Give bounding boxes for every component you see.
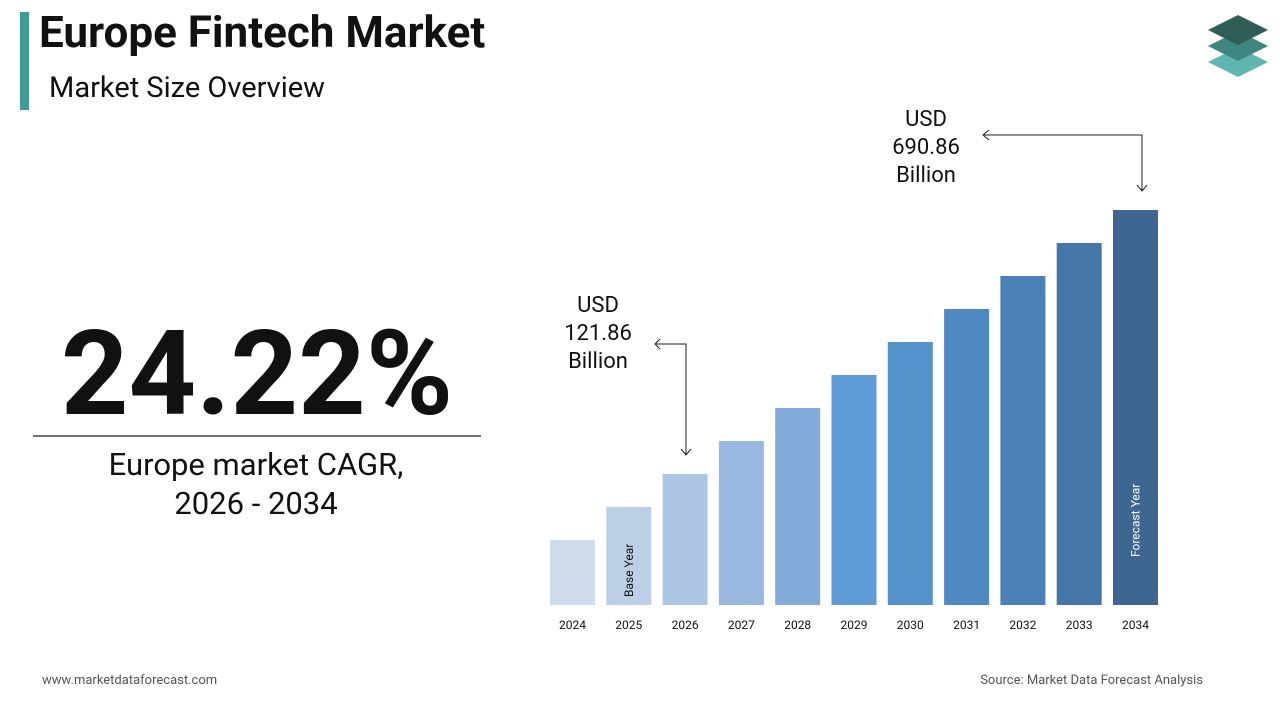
- annotation: USD: [905, 107, 947, 132]
- bar: [831, 374, 877, 605]
- bar: [1056, 242, 1102, 605]
- bar: [550, 539, 595, 605]
- bar: [775, 407, 821, 605]
- x-tick-label: 2029: [841, 618, 868, 632]
- x-tick-label: 2030: [897, 618, 924, 632]
- subtitle: Market Size Overview: [49, 71, 325, 105]
- x-tick-label: 2028: [784, 618, 811, 632]
- x-tick-label: 2026: [672, 618, 699, 632]
- bar: [662, 473, 708, 605]
- cagr-value: 24.22%: [61, 305, 453, 443]
- annotation: 121.86: [564, 321, 632, 346]
- bar: [606, 506, 652, 605]
- bar: [944, 308, 990, 605]
- annotation: Billion: [568, 349, 628, 374]
- x-tick-label: 2031: [953, 618, 980, 632]
- arrows: [654, 129, 1148, 456]
- bar: [718, 440, 764, 605]
- title-accent: [20, 12, 29, 110]
- bar-label: Base Year: [622, 544, 636, 597]
- bar: [1000, 275, 1046, 605]
- x-tick-label: 2034: [1122, 618, 1149, 632]
- x-tick-label: 2024: [559, 618, 586, 632]
- annotation: 690.86: [892, 135, 960, 160]
- bar: [1113, 210, 1158, 605]
- source: Source: Market Data Forecast Analysis: [980, 673, 1203, 688]
- title: Europe Fintech Market: [39, 6, 485, 58]
- x-tick-label: 2032: [1009, 618, 1036, 632]
- x-tick-label: 2027: [728, 618, 755, 632]
- cagr-caption: Europe market CAGR,: [109, 446, 404, 483]
- bar: [887, 341, 933, 605]
- website: www.marketdataforecast.com: [42, 673, 217, 688]
- cagr-caption: 2026 - 2034: [174, 485, 337, 522]
- annotation: Billion: [896, 163, 956, 188]
- annotation: USD: [577, 293, 619, 318]
- bar-label: Forecast Year: [1129, 484, 1143, 557]
- logo: [1208, 15, 1268, 77]
- x-tick-label: 2025: [615, 618, 642, 632]
- x-tick-label: 2033: [1066, 618, 1093, 632]
